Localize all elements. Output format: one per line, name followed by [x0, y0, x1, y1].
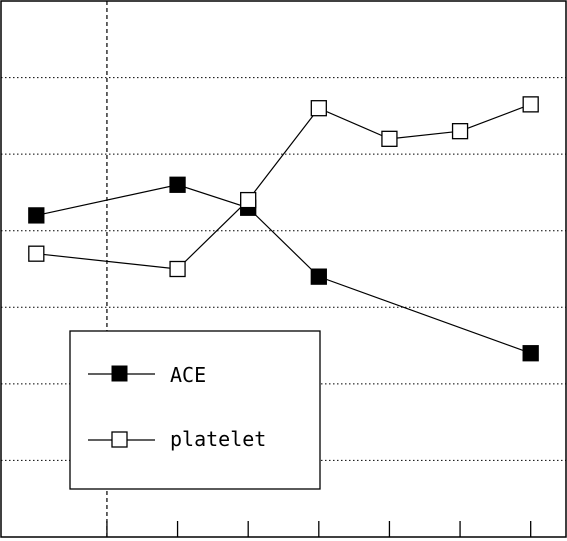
- data-point-ace: [28, 207, 45, 224]
- data-point-ace: [522, 345, 539, 362]
- data-point-platelet: [28, 245, 45, 262]
- data-point-ace: [310, 268, 327, 285]
- data-point-platelet: [381, 130, 398, 147]
- legend-label-ace: ACE: [170, 363, 206, 387]
- legend-box: [69, 330, 321, 490]
- data-point-ace: [169, 176, 186, 193]
- data-point-platelet: [451, 123, 469, 140]
- series-layer: [28, 96, 539, 362]
- data-point-platelet: [240, 191, 257, 209]
- legend-label-platelet: platelet: [170, 427, 266, 451]
- data-point-platelet: [169, 260, 186, 278]
- series-line-ace: [36, 184, 531, 354]
- legend-marker-ace: [111, 365, 128, 382]
- legend: ACE platelet: [69, 330, 321, 490]
- data-point-platelet: [310, 100, 327, 117]
- legend-marker-platelet: [111, 431, 128, 448]
- data-point-platelet: [522, 96, 539, 113]
